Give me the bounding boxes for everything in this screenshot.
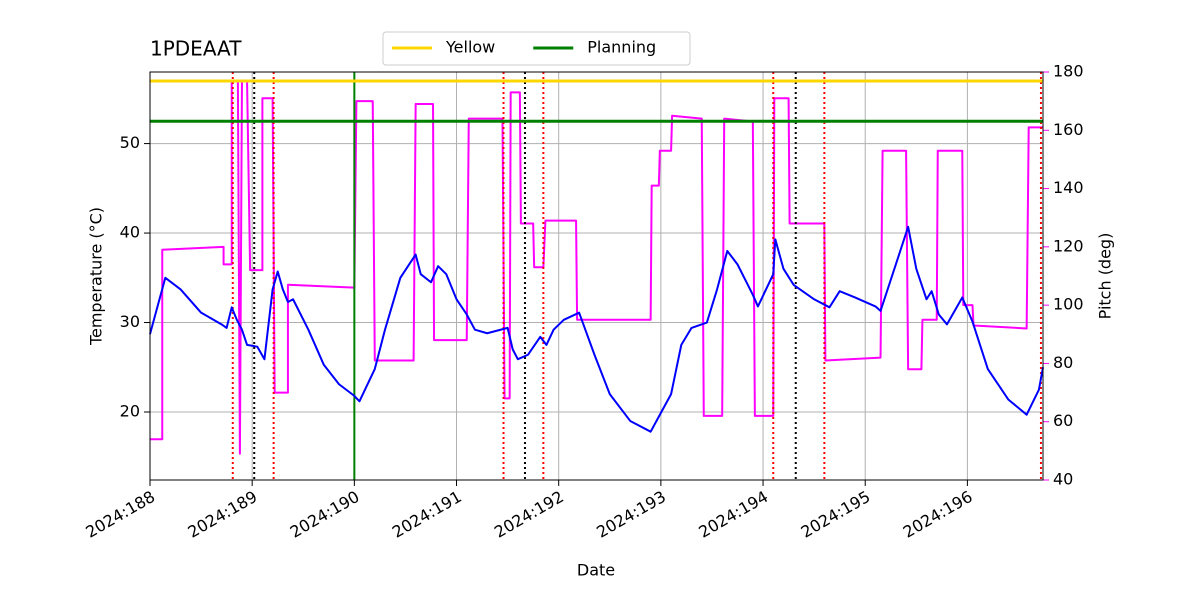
x-tick-label: 2024:189 — [185, 487, 261, 542]
y2-tick-label: 140 — [1053, 178, 1084, 197]
legend-label: Planning — [587, 38, 656, 57]
x-tick-label: 2024:194 — [695, 487, 771, 542]
y-tick-label: 20 — [120, 402, 140, 421]
legend-label: Yellow — [445, 38, 495, 57]
y2-tick-label: 160 — [1053, 120, 1084, 139]
x-tick-label: 2024:188 — [82, 487, 158, 542]
y-tick-label: 50 — [120, 133, 140, 152]
y2-tick-label: 60 — [1053, 411, 1073, 430]
y2-tick-label: 40 — [1053, 470, 1073, 489]
y-tick-label: 30 — [120, 312, 140, 331]
x-tick-label: 2024:193 — [593, 487, 669, 542]
y-tick-label: 40 — [120, 223, 140, 242]
y2-tick-label: 80 — [1053, 353, 1073, 372]
data-line — [149, 225, 1044, 433]
x-tick-label: 2024:191 — [389, 487, 465, 542]
x-axis-label: Date — [577, 561, 615, 580]
y2-tick-label: 180 — [1053, 62, 1084, 81]
y2-axis-label: Pitch (deg) — [1096, 233, 1115, 320]
y2-tick-label: 120 — [1053, 236, 1084, 255]
x-tick-label: 2024:196 — [900, 487, 976, 542]
y-axis-label: Temperature (°C) — [87, 207, 106, 346]
chart-title: 1PDEAAT — [150, 37, 242, 61]
x-tick-label: 2024:190 — [287, 487, 363, 542]
data-line — [150, 79, 1043, 455]
y2-tick-label: 100 — [1053, 295, 1084, 314]
x-tick-label: 2024:192 — [491, 487, 567, 542]
plot-frame — [149, 71, 1044, 481]
x-tick-label: 2024:195 — [798, 487, 874, 542]
